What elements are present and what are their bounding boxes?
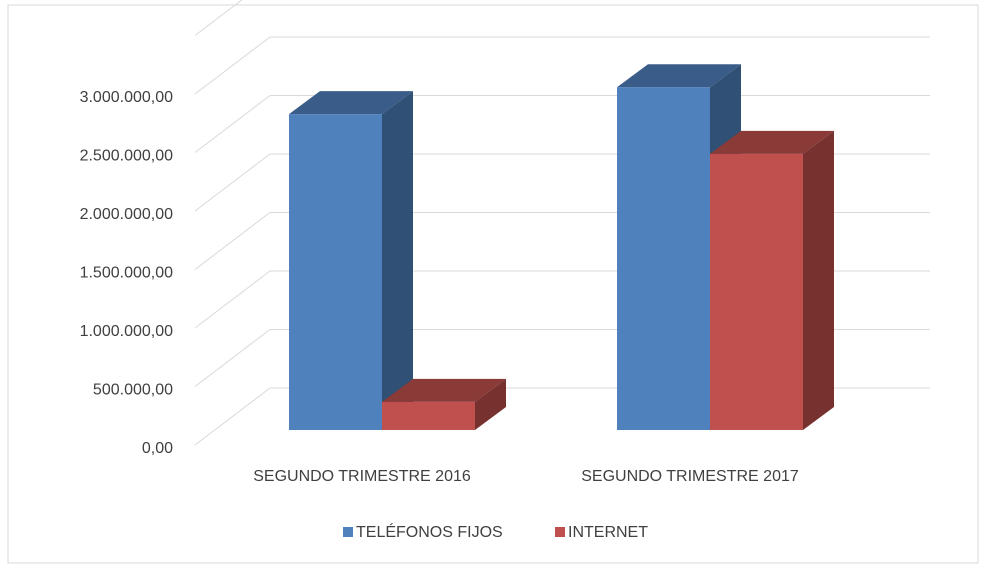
x-tick-label: SEGUNDO TRIMESTRE 2017 (581, 468, 799, 485)
legend-swatch (343, 527, 353, 537)
y-tick-label: 1.500.000,00 (80, 265, 174, 282)
grid-line (194, 153, 271, 212)
grid-line (194, 0, 243, 36)
bar (617, 87, 710, 430)
x-tick-label: SEGUNDO TRIMESTRE 2016 (253, 468, 471, 485)
bar-top (617, 64, 741, 88)
y-tick-label: 3.000.000,00 (80, 89, 174, 106)
bar-side (803, 130, 834, 430)
legend-label: TELÉFONOS FIJOS (356, 522, 503, 541)
bar (710, 153, 803, 430)
bar-top (382, 378, 506, 402)
y-tick-label: 2.000.000,00 (80, 206, 174, 223)
y-tick-label: 2.500.000,00 (80, 148, 174, 165)
grid-line (194, 387, 271, 446)
bar (382, 401, 475, 430)
legend-label: INTERNET (568, 524, 648, 541)
y-tick-label: 1.000.000,00 (80, 323, 174, 340)
bar-side (382, 91, 413, 430)
grid-line (194, 212, 271, 270)
legend-swatch (555, 527, 565, 537)
bar-top (289, 91, 413, 115)
y-tick-label: 500.000,00 (93, 382, 173, 399)
bar-side (475, 378, 506, 430)
grid-line (194, 36, 271, 95)
bar-top (710, 130, 834, 154)
grid-line (194, 270, 271, 329)
grid-line (194, 329, 271, 387)
y-tick-label: 0,00 (142, 440, 173, 457)
grid-line (194, 95, 271, 153)
bar (289, 114, 382, 430)
